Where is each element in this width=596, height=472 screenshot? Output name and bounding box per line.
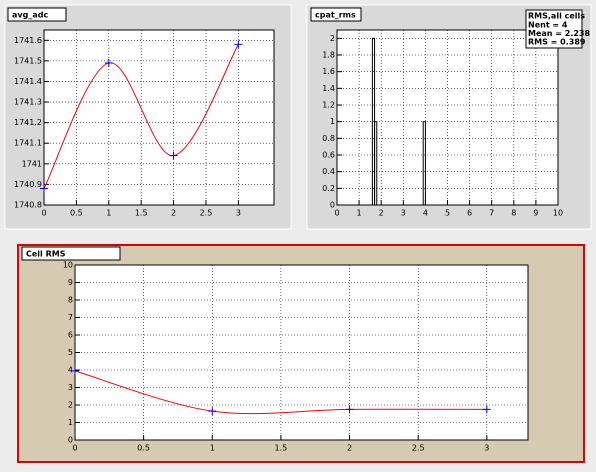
x-tick-label: 4 — [423, 209, 428, 218]
y-tick-label: 0 — [68, 436, 73, 445]
stats-entry: Nent = 4 — [528, 21, 568, 30]
y-tick-label: 1740.9 — [14, 180, 42, 189]
x-tick-label: 0 — [334, 209, 339, 218]
x-tick-label: 3 — [484, 444, 489, 453]
y-tick-label: 7 — [68, 313, 73, 322]
y-tick-label: 0.4 — [322, 167, 335, 176]
pad-title: cpat_rms — [315, 11, 356, 20]
pad-title: avg_adc — [12, 11, 48, 20]
x-tick-label: 1.5 — [135, 209, 148, 218]
x-tick-label: 0.5 — [70, 209, 83, 218]
y-tick-label: 1 — [330, 117, 335, 126]
x-tick-label: 9 — [533, 209, 538, 218]
y-tick-label: 4 — [68, 366, 73, 375]
y-tick-label: 2 — [68, 401, 73, 410]
x-tick-label: 2.5 — [412, 444, 425, 453]
y-tick-label: 1741.4 — [14, 77, 42, 86]
y-tick-label: 0.2 — [322, 184, 335, 193]
pad-title: Cell RMS — [26, 250, 66, 259]
stats-box — [525, 9, 583, 49]
y-tick-label: 1741.3 — [14, 98, 42, 107]
x-tick-label: 1 — [106, 209, 111, 218]
x-tick-label: 0 — [41, 209, 46, 218]
bar — [422, 121, 426, 206]
stats-title: RMS,all cells — [528, 12, 585, 21]
x-tick-label: 2 — [347, 444, 352, 453]
y-tick-label: 2 — [330, 34, 335, 43]
title-box — [21, 246, 121, 261]
x-tick-label: 1.5 — [275, 444, 288, 453]
plot-area — [74, 264, 529, 441]
x-tick-label: 1 — [357, 209, 362, 218]
y-tick-label: 1.2 — [322, 101, 335, 110]
marker — [104, 58, 113, 67]
y-tick-label: 5 — [68, 348, 73, 357]
y-tick-label: 1.6 — [322, 67, 335, 76]
y-tick-label: 1 — [68, 418, 73, 427]
curve — [74, 370, 487, 415]
y-tick-label: 1741 — [22, 159, 42, 168]
y-tick-label: 1740.8 — [14, 201, 42, 210]
y-tick-label: 1741.5 — [14, 56, 42, 65]
y-tick-label: 1741.1 — [14, 139, 42, 148]
marker — [40, 184, 48, 193]
y-tick-label: 1741.6 — [14, 36, 42, 45]
x-tick-label: 0.5 — [137, 444, 150, 453]
y-tick-label: 1741.2 — [14, 118, 42, 127]
x-tick-label: 10 — [553, 209, 563, 218]
marker — [345, 405, 354, 414]
y-tick-label: 3 — [68, 383, 73, 392]
x-tick-label: 2 — [379, 209, 384, 218]
curve — [43, 44, 239, 189]
y-tick-label: 1.4 — [322, 84, 335, 93]
x-tick-label: 8 — [511, 209, 516, 218]
y-tick-label: 0.6 — [322, 151, 335, 160]
y-tick-label: 8 — [68, 296, 73, 305]
marker — [208, 407, 217, 416]
x-tick-label: 7 — [489, 209, 494, 218]
y-tick-label: 0 — [330, 201, 335, 210]
marker — [71, 366, 79, 375]
title-box — [7, 7, 67, 22]
x-tick-label: 5 — [445, 209, 450, 218]
x-tick-label: 6 — [467, 209, 472, 218]
title-box — [310, 7, 362, 22]
plot-area — [43, 29, 275, 206]
marker — [482, 405, 491, 414]
x-tick-label: 2.5 — [200, 209, 213, 218]
x-tick-label: 3 — [401, 209, 406, 218]
x-tick-label: 3 — [236, 209, 241, 218]
marker — [169, 151, 178, 160]
x-tick-label: 2 — [171, 209, 176, 218]
marker — [234, 40, 243, 49]
x-tick-label: 1 — [210, 444, 215, 453]
y-tick-label: 10 — [63, 261, 73, 270]
y-tick-label: 9 — [68, 278, 73, 287]
bar — [374, 121, 378, 206]
x-tick-label: 0 — [72, 444, 77, 453]
y-tick-label: 6 — [68, 331, 73, 340]
stats-entry: Mean = 2.238 — [528, 29, 590, 38]
stats-entry: RMS = 0.389 — [528, 38, 586, 47]
y-tick-label: 1.8 — [322, 51, 335, 60]
y-tick-label: 0.8 — [322, 134, 335, 143]
